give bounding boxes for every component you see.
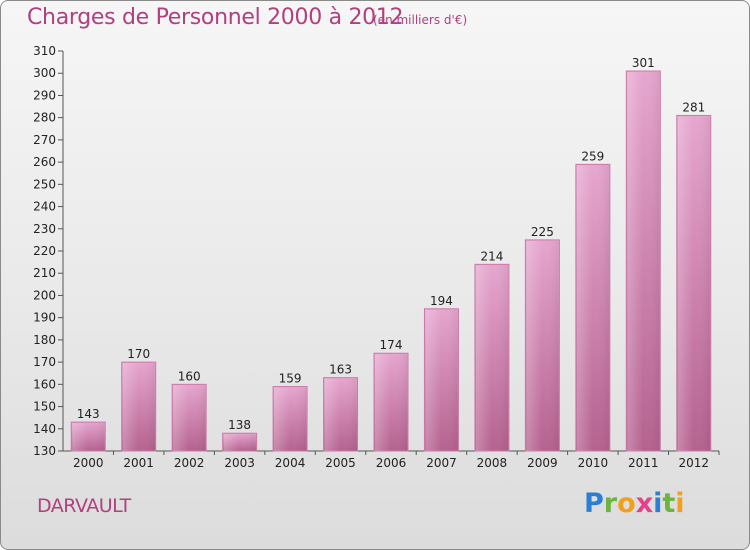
x-tick-label: 2012 xyxy=(678,456,709,470)
x-tick-label: 2008 xyxy=(477,456,508,470)
bar-shine xyxy=(526,240,559,451)
commune-name: DARVAULT xyxy=(37,495,131,517)
x-tick-label: 2000 xyxy=(73,456,104,470)
x-tick-label: 2005 xyxy=(325,456,356,470)
y-tick-label: 260 xyxy=(33,155,56,169)
proxiti-logo: Proxiti xyxy=(584,488,685,519)
x-tick-label: 2011 xyxy=(628,456,659,470)
data-label: 159 xyxy=(279,372,302,386)
bar-shine xyxy=(627,72,660,451)
bar-shine xyxy=(173,385,206,451)
y-tick-label: 130 xyxy=(33,444,56,458)
y-tick-label: 290 xyxy=(33,88,56,102)
x-tick-label: 2001 xyxy=(123,456,154,470)
y-tick-label: 310 xyxy=(33,44,56,58)
y-tick-label: 180 xyxy=(33,333,56,347)
data-label: 138 xyxy=(228,418,251,432)
bar-shine xyxy=(274,387,307,451)
bar-shine xyxy=(677,116,710,451)
y-tick-label: 160 xyxy=(33,377,56,391)
bar-shine xyxy=(576,165,609,452)
logo-letter: t xyxy=(662,488,676,519)
x-tick-label: 2006 xyxy=(376,456,407,470)
bar-shine xyxy=(475,265,508,451)
x-tick-label: 2009 xyxy=(527,456,558,470)
data-label: 160 xyxy=(178,369,201,383)
bar-shine xyxy=(223,434,256,451)
logo-letter: i xyxy=(653,488,663,519)
logo-letter: x xyxy=(635,488,654,519)
data-label: 143 xyxy=(77,407,100,421)
y-tick-label: 220 xyxy=(33,244,56,258)
bar-shine xyxy=(425,309,458,451)
x-tick-label: 2004 xyxy=(275,456,306,470)
data-label: 301 xyxy=(632,56,655,70)
x-tick-label: 2002 xyxy=(174,456,205,470)
data-label: 170 xyxy=(127,347,150,361)
data-label: 281 xyxy=(682,100,705,114)
y-tick-label: 190 xyxy=(33,311,56,325)
y-tick-label: 200 xyxy=(33,288,56,302)
logo-letter: i xyxy=(675,488,685,519)
logo-letter: r xyxy=(603,488,618,519)
y-tick-label: 240 xyxy=(33,200,56,214)
y-tick-label: 210 xyxy=(33,266,56,280)
data-label: 214 xyxy=(480,249,503,263)
logo-letter: o xyxy=(617,488,636,519)
x-tick-label: 2003 xyxy=(224,456,255,470)
data-label: 163 xyxy=(329,363,352,377)
logo-letter: P xyxy=(584,488,604,519)
bar-shine xyxy=(324,378,357,451)
y-tick-label: 300 xyxy=(33,66,56,80)
chart-title: Charges de Personnel 2000 à 2012 xyxy=(27,5,404,30)
y-tick-label: 280 xyxy=(33,111,56,125)
y-tick-label: 170 xyxy=(33,355,56,369)
y-tick-label: 150 xyxy=(33,400,56,414)
bar-shine xyxy=(375,354,407,451)
data-label: 174 xyxy=(380,338,403,352)
bars: 143 170 160 138 159 163 174 194 214 225 259 301 281 xyxy=(70,56,712,452)
data-label: 225 xyxy=(531,225,554,239)
x-tick-label: 2007 xyxy=(426,456,457,470)
y-tick-label: 230 xyxy=(33,222,56,236)
chart-subtitle: (en milliers d'€) xyxy=(373,13,468,27)
data-label: 259 xyxy=(581,149,604,163)
y-tick-label: 140 xyxy=(33,422,56,436)
x-tick-label: 2010 xyxy=(578,456,609,470)
axes: 130 140 150 160 170 180 190 200 210 220 230 240 250 2… xyxy=(33,44,720,470)
data-label: 194 xyxy=(430,294,453,308)
y-tick-label: 250 xyxy=(33,177,56,191)
y-tick-label: 270 xyxy=(33,133,56,147)
bar-shine xyxy=(122,363,155,451)
bar-shine xyxy=(72,423,105,451)
